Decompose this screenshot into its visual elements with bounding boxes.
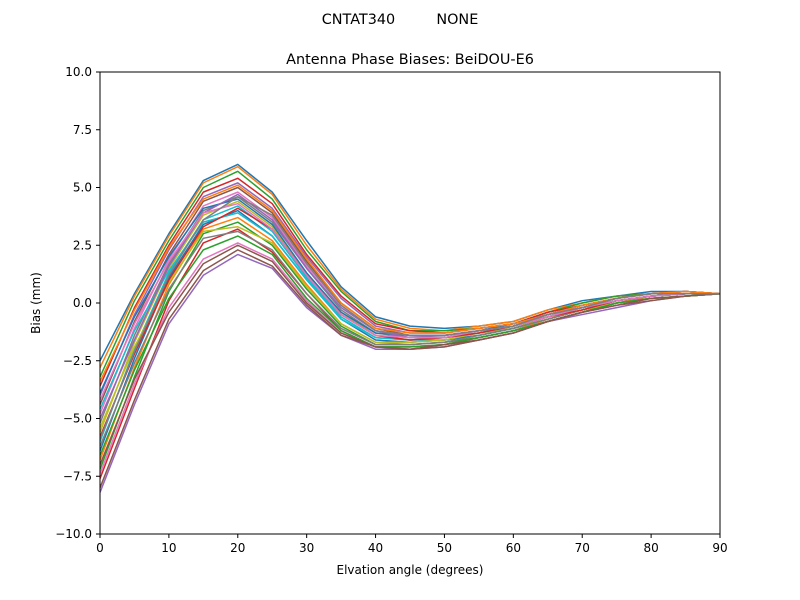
x-tick-label: 10 (161, 541, 176, 555)
x-axis: 0 10 20 30 40 50 60 70 80 90 (96, 534, 728, 555)
y-tick-label: 0.0 (73, 296, 92, 310)
x-tick-label: 30 (299, 541, 314, 555)
chart-title: Antenna Phase Biases: BeiDOU-E6 (286, 52, 534, 68)
series-layer (100, 163, 720, 493)
x-tick-label: 0 (96, 541, 104, 555)
x-tick-label: 70 (575, 541, 590, 555)
y-tick-label: 5.0 (73, 181, 92, 195)
x-tick-label: 40 (368, 541, 383, 555)
series-line (100, 195, 720, 440)
y-tick-label: −10.0 (55, 527, 92, 541)
y-tick-label: −7.5 (63, 469, 92, 483)
x-tick-label: 20 (230, 541, 245, 555)
y-tick-label: 7.5 (73, 123, 92, 137)
x-tick-label: 90 (712, 541, 727, 555)
y-axis-label: Bias (mm) (29, 272, 43, 334)
x-axis-label: Elvation angle (degrees) (337, 563, 484, 577)
series-line (100, 202, 720, 401)
y-tick-label: 2.5 (73, 238, 92, 252)
y-tick-label: 10.0 (65, 65, 92, 79)
x-tick-label: 60 (506, 541, 521, 555)
series-line (100, 244, 720, 465)
y-tick-label: −2.5 (63, 354, 92, 368)
y-axis: −10.0 −7.5 −5.0 −2.5 0.0 2.5 5.0 7.5 10.0 (55, 65, 100, 541)
x-tick-label: 50 (437, 541, 452, 555)
x-tick-label: 80 (643, 541, 658, 555)
series-line (100, 235, 720, 456)
figure-suptitle: CNTAT340 NONE (322, 12, 479, 28)
y-tick-label: −5.0 (63, 412, 92, 426)
